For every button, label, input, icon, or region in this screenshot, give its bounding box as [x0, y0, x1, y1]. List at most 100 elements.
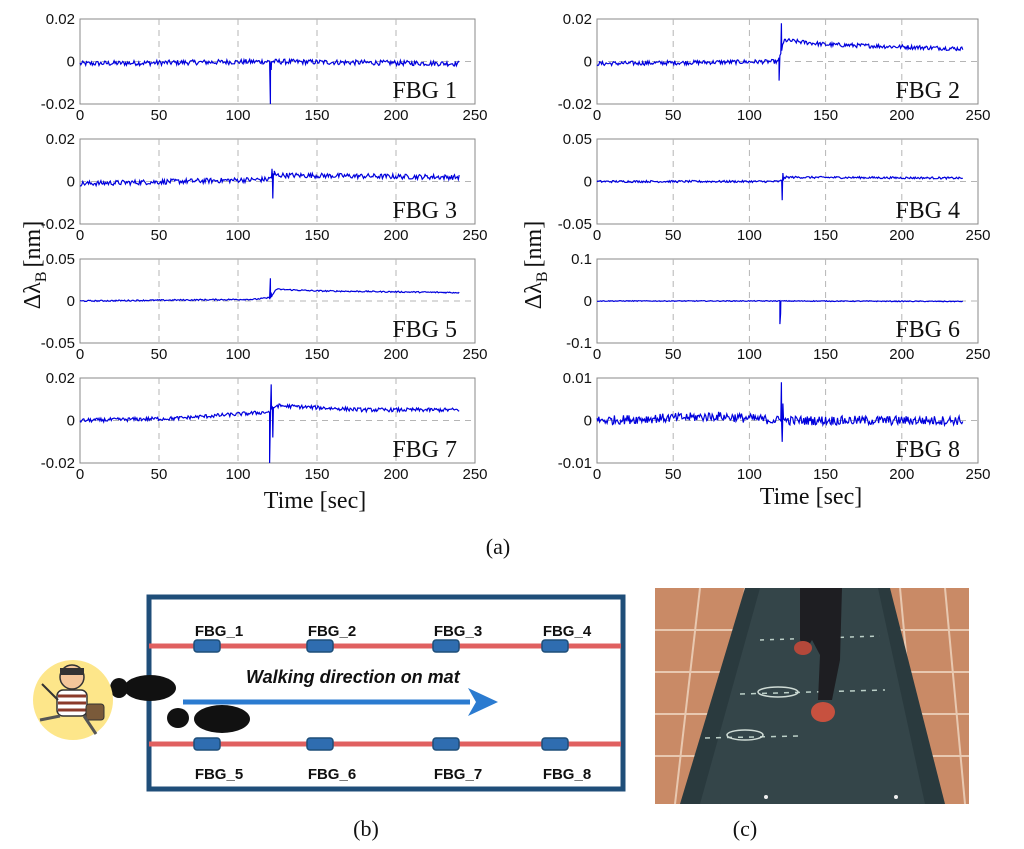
y-tick-label: 0: [584, 413, 592, 430]
fbg-series-line: [79, 278, 460, 303]
fbg-series-line: [79, 168, 460, 199]
walking-person-photo-icon: [655, 587, 969, 805]
y-tick-label: -0.02: [41, 96, 75, 113]
fbg-sensor-marker: [193, 639, 221, 653]
x-tick-label: 100: [737, 107, 762, 124]
x-tick-label: 150: [813, 227, 838, 244]
x-axis-title-left: Time [sec]: [264, 488, 366, 514]
x-tick-label: 200: [889, 227, 914, 244]
fbg-sensor-label: FBG_2: [308, 623, 356, 640]
plot-frame: [79, 138, 476, 225]
caption-c: (c): [733, 816, 757, 841]
x-tick-label: 250: [462, 346, 487, 363]
y-tick-label: -0.01: [558, 455, 592, 472]
fbg-sensor-marker: [306, 737, 334, 751]
x-tick-label: 100: [225, 227, 250, 244]
fbg-series-line: [596, 172, 963, 201]
fbg-sensor-label: FBG_8: [543, 766, 591, 783]
x-tick-label: 150: [304, 466, 329, 483]
x-tick-label: 100: [737, 466, 762, 483]
y-tick-label: -0.1: [566, 335, 592, 352]
y-tick-label: 0: [67, 413, 75, 430]
y-tick-label: 0: [584, 54, 592, 71]
y-tick-label: 0: [584, 174, 592, 191]
fbg-sensor-label: FBG_1: [195, 623, 243, 640]
fbg-sensor-label: FBG_5: [195, 766, 243, 783]
x-tick-label: 100: [225, 346, 250, 363]
x-tick-label: 250: [462, 466, 487, 483]
x-tick-label: 0: [593, 107, 601, 124]
fbg-panel-label: FBG 7: [392, 437, 457, 463]
x-tick-label: 0: [76, 227, 84, 244]
fbg-sensor-label: FBG_4: [543, 623, 592, 640]
x-tick-label: 200: [889, 107, 914, 124]
fbg-series-line: [596, 382, 964, 442]
x-tick-label: 200: [383, 346, 408, 363]
y-tick-label: -0.02: [558, 96, 592, 113]
fbg-panel-label: FBG 2: [895, 78, 960, 104]
x-tick-label: 0: [593, 466, 601, 483]
x-tick-label: 250: [965, 466, 990, 483]
y-tick-label: 0.02: [46, 131, 75, 148]
fbg-sensor-marker: [432, 639, 460, 653]
y-tick-label: -0.02: [41, 455, 75, 472]
walking-direction-label: Walking direction on mat: [246, 667, 461, 687]
y-axis-title-left: ΔλB[nm]: [20, 221, 50, 309]
caption-b: (b): [353, 816, 379, 841]
x-tick-label: 100: [737, 227, 762, 244]
fbg-panel-label: FBG 5: [392, 317, 457, 343]
x-tick-label: 150: [813, 107, 838, 124]
x-tick-label: 200: [889, 346, 914, 363]
y-tick-label: 0: [67, 54, 75, 71]
fbg-panel-label: FBG 3: [392, 198, 457, 224]
y-tick-label: 0: [584, 293, 592, 310]
x-tick-label: 50: [151, 107, 168, 124]
x-tick-label: 100: [737, 346, 762, 363]
x-tick-label: 150: [813, 346, 838, 363]
y-tick-label: -0.05: [41, 335, 75, 352]
y-tick-label: 0.1: [571, 251, 592, 268]
x-tick-label: 100: [225, 466, 250, 483]
x-tick-label: 250: [965, 107, 990, 124]
x-tick-label: 50: [151, 346, 168, 363]
x-tick-label: 50: [151, 466, 168, 483]
fbg-panel-label: FBG 8: [895, 437, 960, 463]
fbg-sensor-marker: [541, 737, 569, 751]
x-tick-label: 250: [462, 107, 487, 124]
x-tick-label: 0: [76, 107, 84, 124]
x-tick-label: 50: [665, 107, 682, 124]
x-tick-label: 0: [76, 346, 84, 363]
y-tick-label: 0: [67, 174, 75, 191]
fbg-series-line: [596, 23, 964, 81]
x-axis-title-right: Time [sec]: [760, 484, 862, 510]
x-tick-label: 150: [304, 227, 329, 244]
y-tick-label: 0.02: [46, 370, 75, 387]
fbg-sensor-marker: [193, 737, 221, 751]
fbg-sensor-label: FBG_7: [434, 766, 482, 783]
x-tick-label: 200: [889, 466, 914, 483]
fbg-sensor-marker: [541, 639, 569, 653]
fbg-series-line: [79, 57, 460, 105]
x-tick-label: 150: [304, 346, 329, 363]
y-tick-label: 0.01: [563, 370, 592, 387]
caption-a: (a): [486, 534, 510, 559]
footprint-icon: [110, 675, 250, 733]
fbg-series-line: [79, 384, 460, 464]
y-tick-label: 0.05: [563, 131, 592, 148]
mat-diagram: FBG_1 FBG_2 FBG_3 FBG_4 FBG_5 FBG_6 FBG_7 FBG_8…: [33, 594, 626, 792]
fbg-sensor-label: FBG_6: [308, 766, 356, 783]
x-tick-label: 150: [813, 466, 838, 483]
y-tick-label: -0.05: [558, 216, 592, 233]
x-tick-label: 100: [225, 107, 250, 124]
direction-arrow-head: [468, 688, 498, 716]
x-tick-label: 0: [593, 227, 601, 244]
